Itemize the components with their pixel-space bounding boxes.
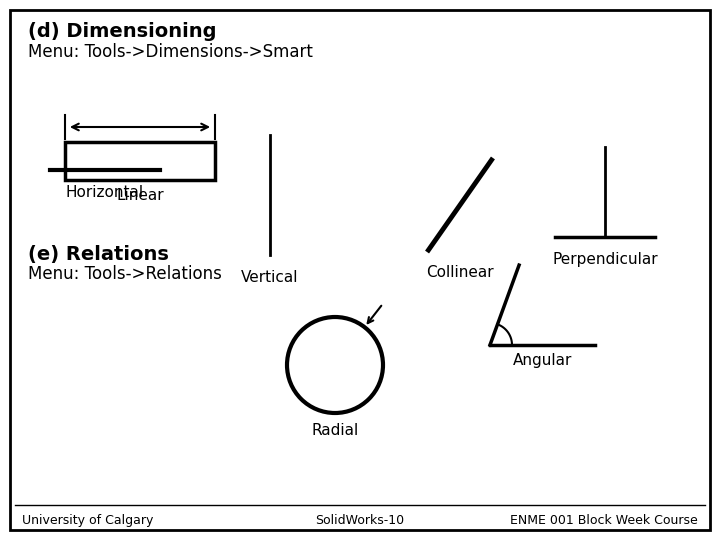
Text: Menu: Tools->Dimensions->Smart: Menu: Tools->Dimensions->Smart	[28, 43, 313, 61]
Circle shape	[287, 317, 383, 413]
Text: SolidWorks-10: SolidWorks-10	[315, 514, 405, 527]
Text: Perpendicular: Perpendicular	[552, 252, 658, 267]
Text: Menu: Tools->Relations: Menu: Tools->Relations	[28, 265, 222, 283]
Text: Vertical: Vertical	[241, 270, 299, 285]
Text: Radial: Radial	[311, 423, 359, 438]
Text: Collinear: Collinear	[426, 265, 494, 280]
Bar	[65, 142, 215, 180]
Text: University of Calgary: University of Calgary	[22, 514, 153, 527]
Text: (e) Relations: (e) Relations	[28, 245, 169, 264]
Text: Angular: Angular	[513, 353, 572, 368]
Text: ENME 001 Block Week Course: ENME 001 Block Week Course	[510, 514, 698, 527]
Text: Linear: Linear	[116, 188, 164, 203]
Text: (d) Dimensioning: (d) Dimensioning	[28, 22, 217, 41]
Text: Horizontal: Horizontal	[66, 185, 144, 200]
FancyBboxPatch shape	[10, 10, 710, 530]
